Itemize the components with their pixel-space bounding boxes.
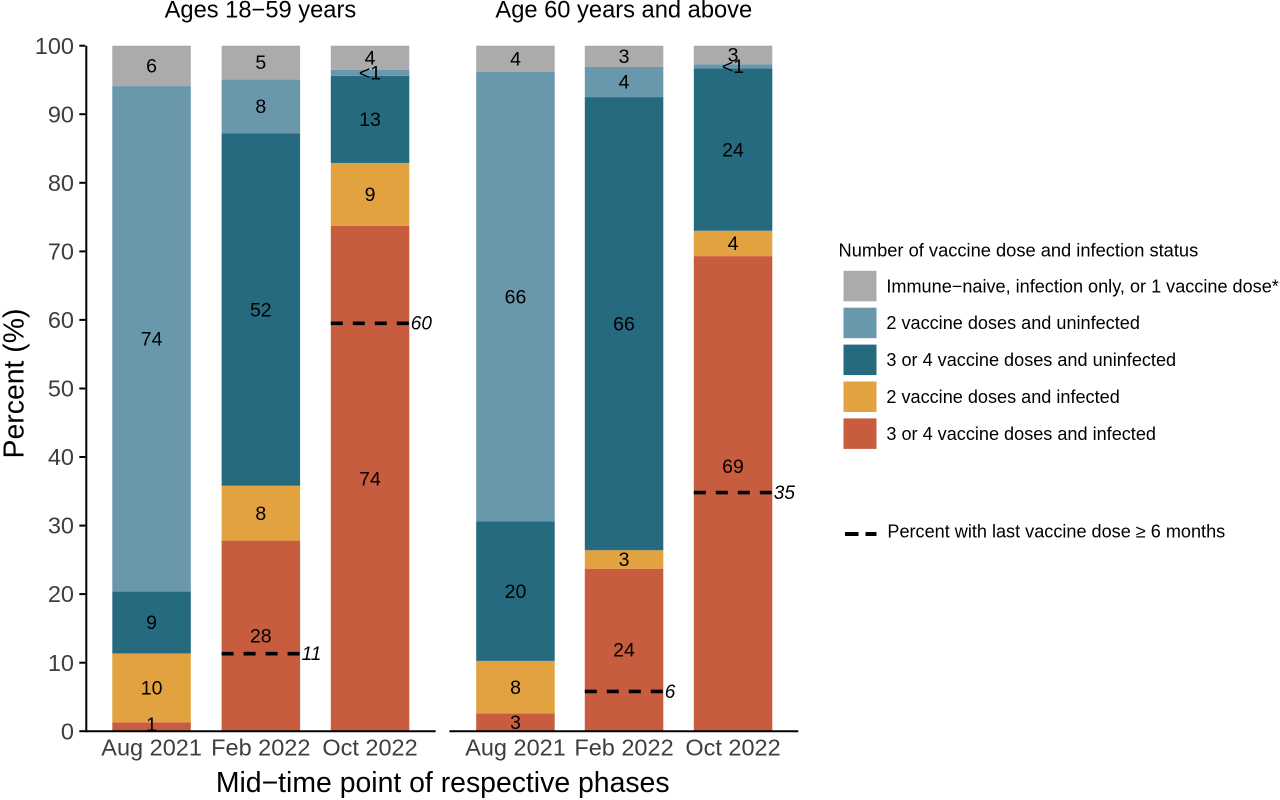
svg-text:3: 3 [510,712,521,734]
svg-text:Mid−time point of respective p: Mid−time point of respective phases [216,767,670,799]
svg-text:3: 3 [619,549,630,571]
svg-text:<1: <1 [359,63,381,85]
svg-text:Oct 2022: Oct 2022 [685,735,780,761]
svg-text:30: 30 [48,513,74,539]
svg-text:24: 24 [722,139,744,161]
svg-text:35: 35 [774,483,796,504]
svg-text:Age 60 years and above: Age 60 years and above [495,0,752,23]
svg-text:28: 28 [250,626,272,648]
svg-text:<1: <1 [722,56,744,78]
svg-text:80: 80 [48,170,74,196]
svg-text:Feb 2022: Feb 2022 [574,735,673,761]
svg-text:52: 52 [250,299,272,321]
svg-text:6: 6 [146,56,157,78]
svg-text:60: 60 [411,314,433,335]
svg-text:66: 66 [505,286,527,308]
svg-text:6: 6 [665,682,676,703]
svg-text:Percent with last vaccine dose: Percent with last vaccine dose ≥ 6 month… [887,521,1225,541]
svg-text:69: 69 [722,456,744,478]
svg-text:4: 4 [365,47,376,69]
svg-text:11: 11 [302,644,322,665]
svg-text:2 vaccine doses and infected: 2 vaccine doses and infected [886,387,1119,407]
svg-text:3: 3 [619,46,630,68]
svg-text:60: 60 [48,307,74,333]
svg-text:4: 4 [619,72,630,94]
svg-text:Immune−naive, infection only,: Immune−naive, infection only, or 1 vacci… [886,276,1278,296]
svg-text:2 vaccine doses and uninfected: 2 vaccine doses and uninfected [886,313,1140,333]
svg-text:20: 20 [505,581,527,603]
svg-text:9: 9 [365,184,376,206]
svg-text:5: 5 [255,52,266,74]
svg-text:3 or 4 vaccine doses and infec: 3 or 4 vaccine doses and infected [886,424,1156,444]
svg-text:Feb 2022: Feb 2022 [211,735,310,761]
svg-text:9: 9 [146,612,157,634]
svg-text:90: 90 [48,101,74,127]
svg-text:100: 100 [35,33,74,59]
svg-text:74: 74 [359,468,381,490]
svg-text:13: 13 [359,109,381,131]
svg-text:Percent (%): Percent (%) [0,309,31,459]
svg-text:4: 4 [510,48,521,70]
svg-text:10: 10 [141,678,163,700]
svg-text:3: 3 [728,45,739,67]
svg-text:1: 1 [146,714,157,736]
svg-text:20: 20 [48,581,74,607]
svg-text:74: 74 [141,329,163,351]
svg-text:8: 8 [255,503,266,525]
svg-text:Number of vaccine dose and inf: Number of vaccine dose and infection sta… [839,239,1199,260]
svg-text:0: 0 [61,718,74,744]
svg-text:24: 24 [613,640,635,662]
svg-text:10: 10 [48,650,74,676]
svg-text:70: 70 [48,239,74,265]
svg-text:Aug 2021: Aug 2021 [101,735,202,761]
svg-text:8: 8 [255,96,266,118]
svg-text:Oct 2022: Oct 2022 [322,735,417,761]
svg-text:40: 40 [48,444,74,470]
svg-text:Ages 18−59 years: Ages 18−59 years [165,0,357,23]
svg-text:4: 4 [728,233,739,255]
svg-text:3 or 4 vaccine doses and uninf: 3 or 4 vaccine doses and uninfected [886,350,1176,370]
svg-text:Aug 2021: Aug 2021 [465,735,566,761]
svg-text:66: 66 [613,313,635,335]
svg-text:8: 8 [510,677,521,699]
svg-text:50: 50 [48,376,74,402]
